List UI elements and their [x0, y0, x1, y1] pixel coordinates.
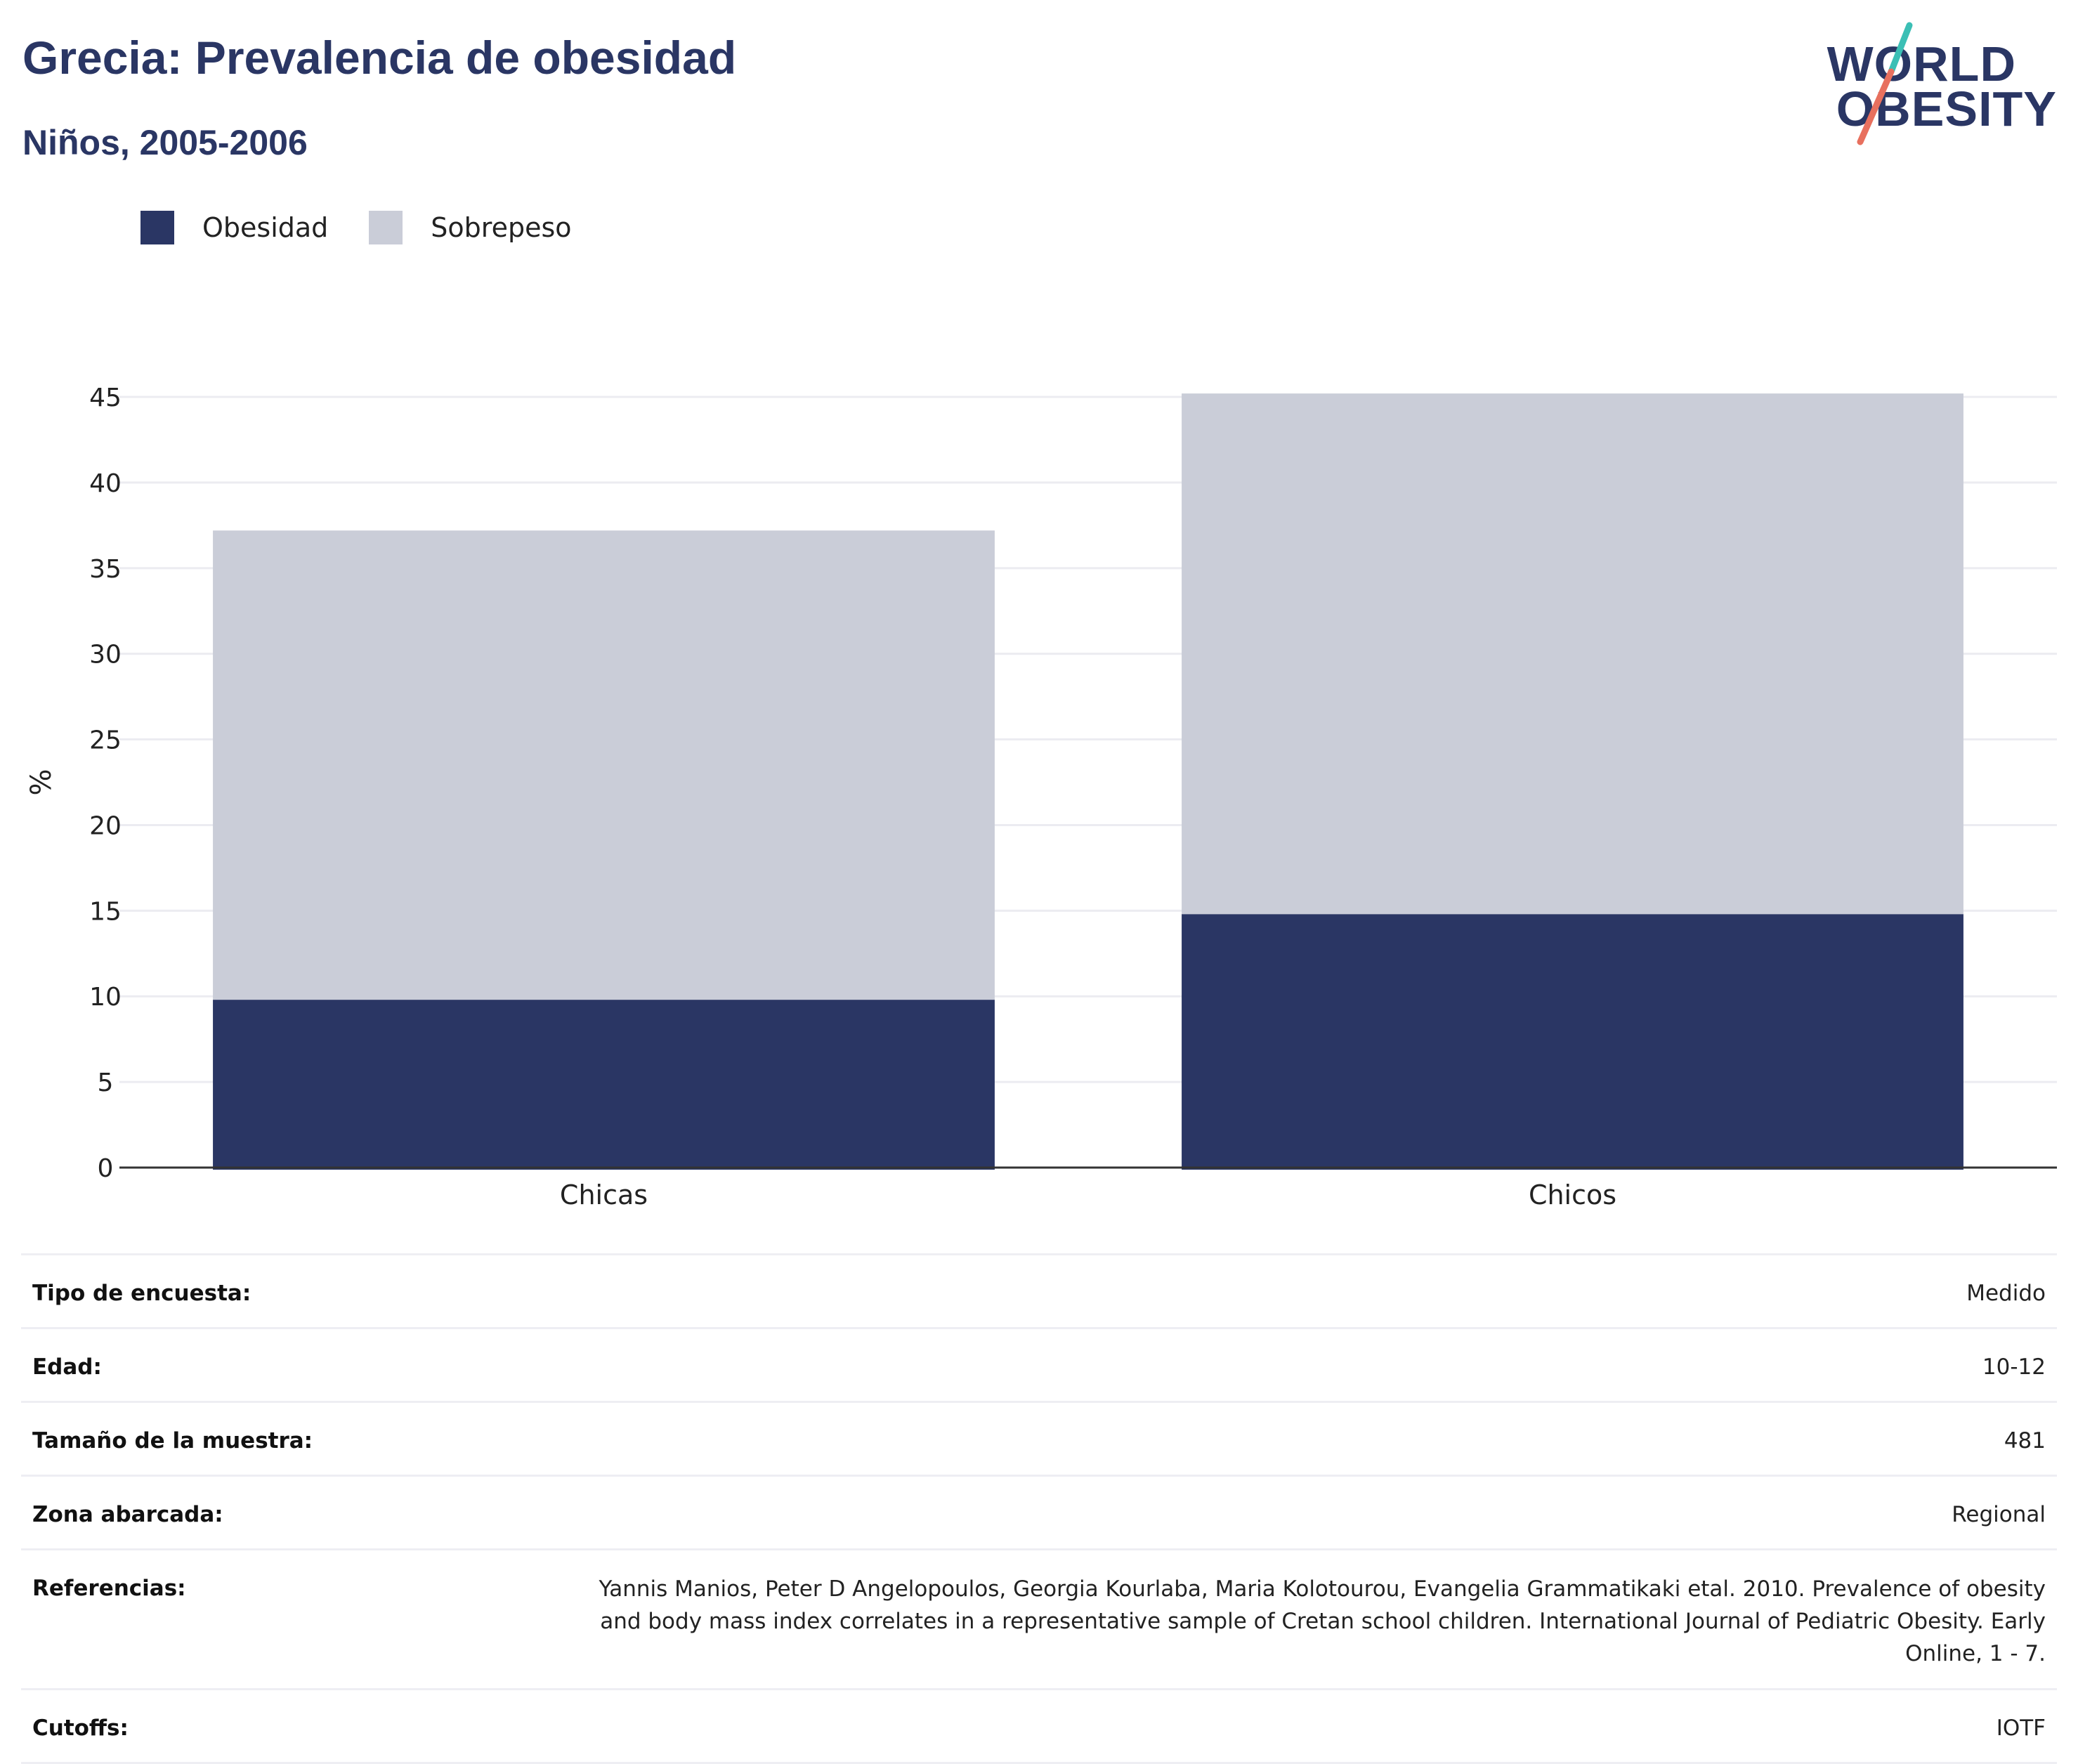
- y-tick-label: 35: [89, 555, 122, 584]
- legend-label-sobrepeso: Sobrepeso: [431, 212, 572, 243]
- logo-slash-icon: [1857, 22, 1913, 145]
- info-label: Referencias:: [32, 1576, 186, 1601]
- legend-label-obesidad: Obesidad: [202, 212, 329, 243]
- info-label: Cutoffs:: [32, 1716, 129, 1741]
- legend-item-obesidad: Obesidad: [141, 211, 328, 244]
- y-tick-label: 0: [98, 1154, 114, 1183]
- bar-sobrepeso-chicos: [1182, 393, 1963, 915]
- info-label: Edad:: [32, 1354, 102, 1380]
- info-label: Tipo de encuesta:: [32, 1281, 251, 1306]
- legend-swatch-obesidad: [141, 211, 174, 244]
- y-tick-label: 20: [89, 811, 122, 840]
- info-row: Referencias: Yannis Manios, Peter D Angel…: [21, 1550, 2057, 1690]
- y-axis-label: %: [25, 769, 58, 795]
- info-value: Yannis Manios, Peter D Angelopoulos, Geo…: [599, 1576, 2046, 1666]
- y-tick-label: 15: [89, 897, 122, 926]
- chart-subtitle: Niños, 2005-2006: [22, 123, 308, 162]
- chart-legend: Obesidad Sobrepeso: [141, 211, 613, 244]
- legend-item-sobrepeso: Sobrepeso: [369, 211, 572, 244]
- y-tick-label: 40: [89, 469, 122, 498]
- info-label: Zona abarcada:: [32, 1502, 223, 1527]
- y-tick-label: 30: [89, 641, 122, 669]
- legend-swatch-sobrepeso: [369, 211, 403, 244]
- survey-info-table: Tipo de encuesta: Medido Edad: 10-12 Tamaño …: [21, 1253, 2057, 1764]
- info-row: Tipo de encuesta: Medido: [21, 1255, 2057, 1329]
- stacked-bar-chart: 0 5 10 15 20 25 30 35 40 45% Chicas Chicos: [25, 384, 2057, 1210]
- info-value: 481: [2004, 1428, 2046, 1453]
- info-value: 10-12: [1982, 1354, 2046, 1380]
- x-tick-label: Chicos: [1529, 1180, 1616, 1210]
- info-value: Regional: [1952, 1502, 2046, 1527]
- chart-title: Grecia: Prevalencia de obesidad: [22, 32, 737, 84]
- info-row: Zona abarcada: Regional: [21, 1477, 2057, 1550]
- bar-obesidad-chicos: [1182, 914, 1963, 1170]
- y-tick-label: 45: [89, 384, 122, 412]
- info-value: IOTF: [1996, 1716, 2046, 1741]
- bar-sobrepeso-chicas: [213, 530, 995, 1000]
- info-row: Cutoffs: IOTF: [21, 1690, 2057, 1764]
- info-row: Edad: 10-12: [21, 1329, 2057, 1403]
- info-value: Medido: [1966, 1281, 2046, 1306]
- y-tick-label: 10: [89, 983, 122, 1012]
- y-tick-label: 5: [98, 1069, 114, 1097]
- info-label: Tamaño de la muestra:: [32, 1428, 313, 1453]
- world-obesity-logo: WORLD OBESITY: [1825, 21, 2057, 148]
- logo-text-world: WORLD: [1827, 37, 2016, 91]
- bar-obesidad-chicas: [213, 1000, 995, 1170]
- x-tick-label: Chicas: [560, 1180, 648, 1210]
- info-row: Tamaño de la muestra: 481: [21, 1403, 2057, 1477]
- y-tick-label: 25: [89, 726, 122, 755]
